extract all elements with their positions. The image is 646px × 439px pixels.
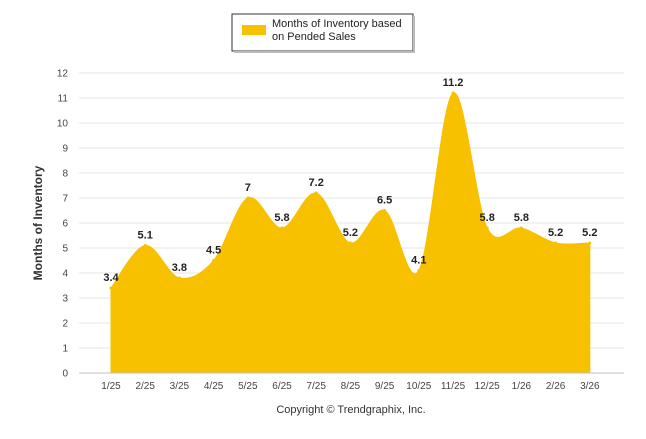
legend-label-line2: on Pended Sales	[272, 31, 356, 43]
y-tick-label: 11	[58, 94, 69, 105]
legend-shadow-right	[413, 16, 415, 53]
y-tick-label: 8	[62, 169, 68, 180]
data-label: 4.5	[206, 245, 221, 257]
legend[interactable]: Months of Inventory based on Pended Sale…	[231, 13, 415, 53]
y-tick-label: 9	[62, 144, 68, 155]
data-point	[383, 209, 387, 212]
y-axis-title: Months of Inventory	[31, 165, 45, 280]
data-label: 4.1	[411, 255, 426, 267]
x-tick-label: 1/26	[512, 381, 532, 392]
x-tick-label: 3/26	[580, 381, 600, 392]
y-tick-label: 10	[57, 119, 69, 130]
x-tick-label: 5/25	[238, 381, 258, 392]
data-label: 7	[245, 182, 251, 194]
data-point	[554, 241, 558, 245]
data-label: 5.2	[548, 227, 563, 239]
y-tick-label: 12	[57, 69, 69, 80]
x-tick-label: 1/25	[101, 381, 121, 392]
data-point	[280, 226, 284, 230]
y-tick-label: 3	[62, 294, 68, 305]
data-point	[485, 226, 489, 230]
data-point	[143, 244, 147, 247]
copyright-text: Copyright © Trendgraphix, Inc.	[276, 404, 425, 416]
y-tick-label: 7	[62, 194, 68, 205]
data-label: 5.1	[138, 230, 153, 242]
data-label: 5.8	[514, 212, 529, 224]
x-tick-label: 12/25	[475, 381, 500, 392]
y-tick-label: 0	[62, 369, 68, 380]
data-label: 5.8	[274, 212, 289, 224]
x-tick-label: 4/25	[204, 381, 224, 392]
data-label: 5.2	[582, 227, 597, 239]
data-point	[109, 286, 113, 290]
series-area	[109, 91, 592, 374]
data-label: 6.5	[377, 195, 392, 207]
data-point	[519, 226, 523, 230]
data-point	[246, 196, 250, 200]
data-label: 3.4	[103, 272, 119, 284]
x-tick-label: 7/25	[306, 381, 326, 392]
data-label: 5.2	[343, 227, 358, 239]
data-label: 11.2	[443, 77, 464, 89]
x-tick-label: 2/25	[135, 381, 155, 392]
x-tick-label: 11/25	[441, 381, 466, 392]
legend-shadow-bottom	[234, 51, 415, 53]
x-tick-label: 2/26	[546, 381, 566, 392]
y-tick-label: 4	[62, 269, 68, 280]
data-point	[588, 241, 592, 245]
legend-swatch	[242, 25, 266, 35]
x-tick-label: 9/25	[375, 381, 395, 392]
data-labels: 3.4 5.1 3.8 4.5 7 5.8 7.2 5.2 6.5 4.1 11.2 5.8 5.8 5.…	[103, 77, 597, 284]
legend-label-line1: Months of Inventory based	[272, 18, 402, 30]
y-tick-label: 5	[62, 244, 68, 255]
data-point	[348, 241, 352, 245]
data-point	[417, 269, 421, 272]
x-tick-label: 3/25	[170, 381, 190, 392]
x-tick-label: 10/25	[406, 381, 431, 392]
data-point	[177, 276, 181, 280]
x-axis-ticks: 1/25 2/25 3/25 4/25 5/25 6/25 7/25 8/25 9/25 10/2…	[101, 381, 600, 392]
data-label: 5.8	[480, 212, 495, 224]
y-tick-label: 2	[62, 319, 68, 330]
data-point	[314, 191, 318, 195]
y-tick-label: 6	[62, 219, 68, 230]
data-point	[451, 91, 455, 95]
y-tick-label: 1	[62, 344, 68, 355]
area-fill	[110, 92, 591, 374]
data-point	[212, 259, 216, 262]
x-tick-label: 8/25	[341, 381, 361, 392]
data-label: 3.8	[172, 262, 187, 274]
data-label: 7.2	[309, 177, 324, 189]
x-tick-label: 6/25	[272, 381, 292, 392]
